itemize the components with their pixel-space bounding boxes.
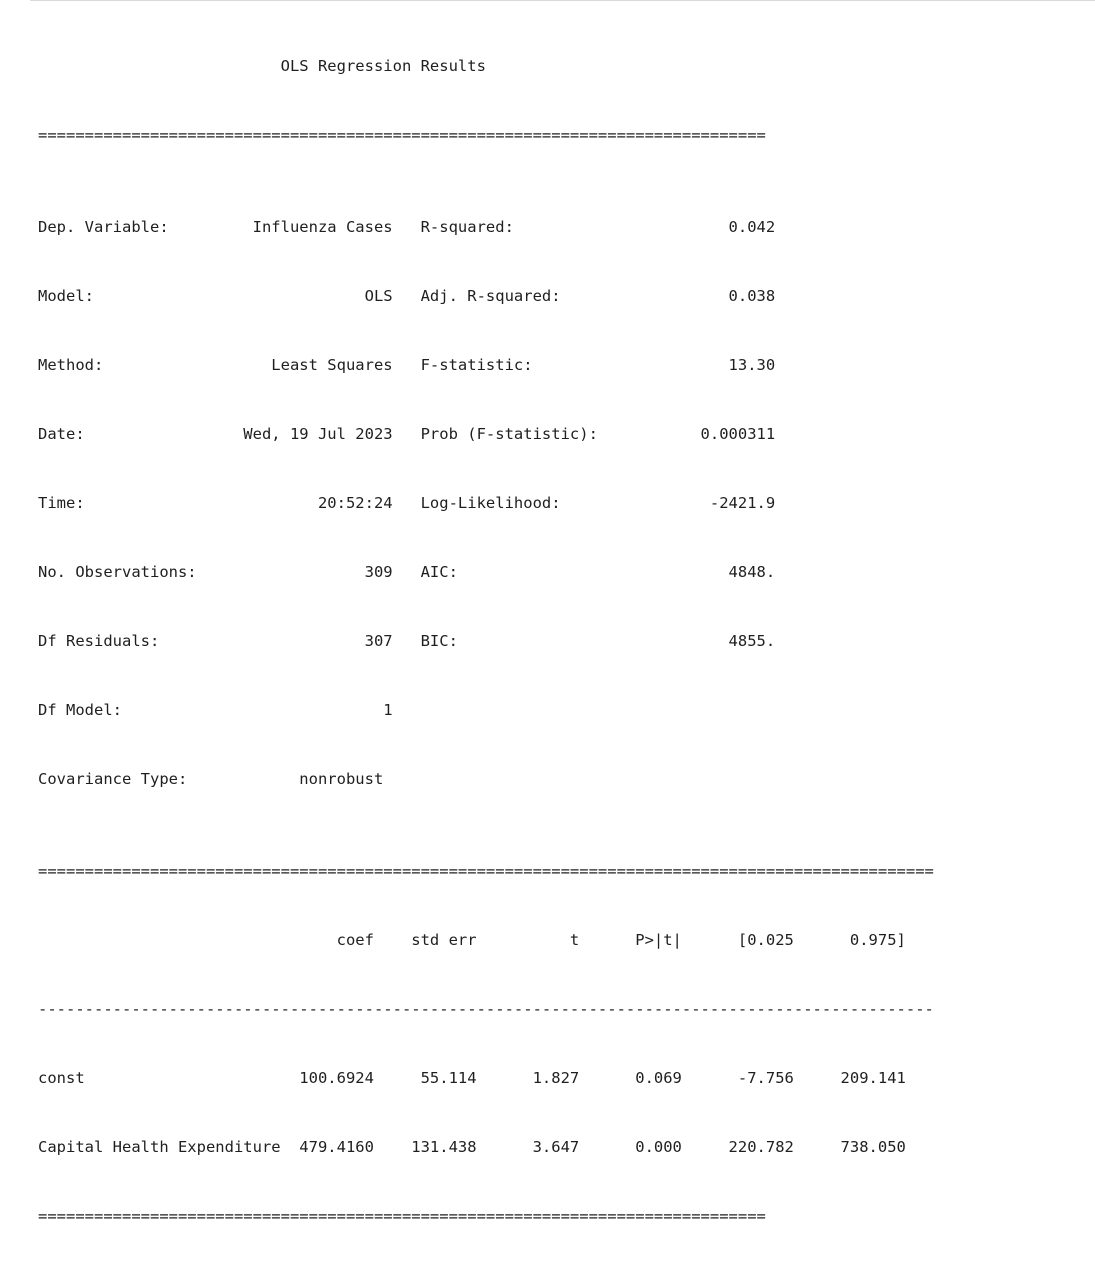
model-row-df-model: Df Model: 1	[38, 701, 776, 719]
output-cell-top-border	[30, 0, 1095, 1]
regression-output: OLS Regression Results =================…	[38, 9, 934, 1270]
coef-row-capital-health: Capital Health Expenditure 479.4160 131.…	[38, 1138, 906, 1156]
model-row-observations: No. Observations: 309 AIC: 4848.	[38, 563, 776, 581]
model-row-time: Time: 20:52:24 Log-Likelihood: -2421.9	[38, 494, 776, 512]
rule-coef-bottom: ========================================…	[38, 1207, 766, 1225]
model-row-covariance-type: Covariance Type: nonrobust	[38, 770, 766, 788]
model-row-df-residuals: Df Residuals: 307 BIC: 4855.	[38, 632, 776, 650]
model-row-model: Model: OLS Adj. R-squared: 0.038	[38, 287, 776, 305]
summary-title: OLS Regression Results	[38, 57, 486, 75]
model-row-dep-variable: Dep. Variable: Influenza Cases R-squared…	[38, 218, 776, 236]
coef-row-const: const 100.6924 55.114 1.827 0.069 -7.756…	[38, 1069, 906, 1087]
model-row-method: Method: Least Squares F-statistic: 13.30	[38, 356, 776, 374]
rule-top: ========================================…	[38, 126, 766, 144]
coef-header: coef std err t P>|t| [0.025 0.975]	[38, 931, 906, 949]
rule-coef-top: ========================================…	[38, 862, 934, 880]
model-row-date: Date: Wed, 19 Jul 2023 Prob (F-statistic…	[38, 425, 776, 443]
rule-coef-mid: ----------------------------------------…	[38, 1000, 934, 1018]
